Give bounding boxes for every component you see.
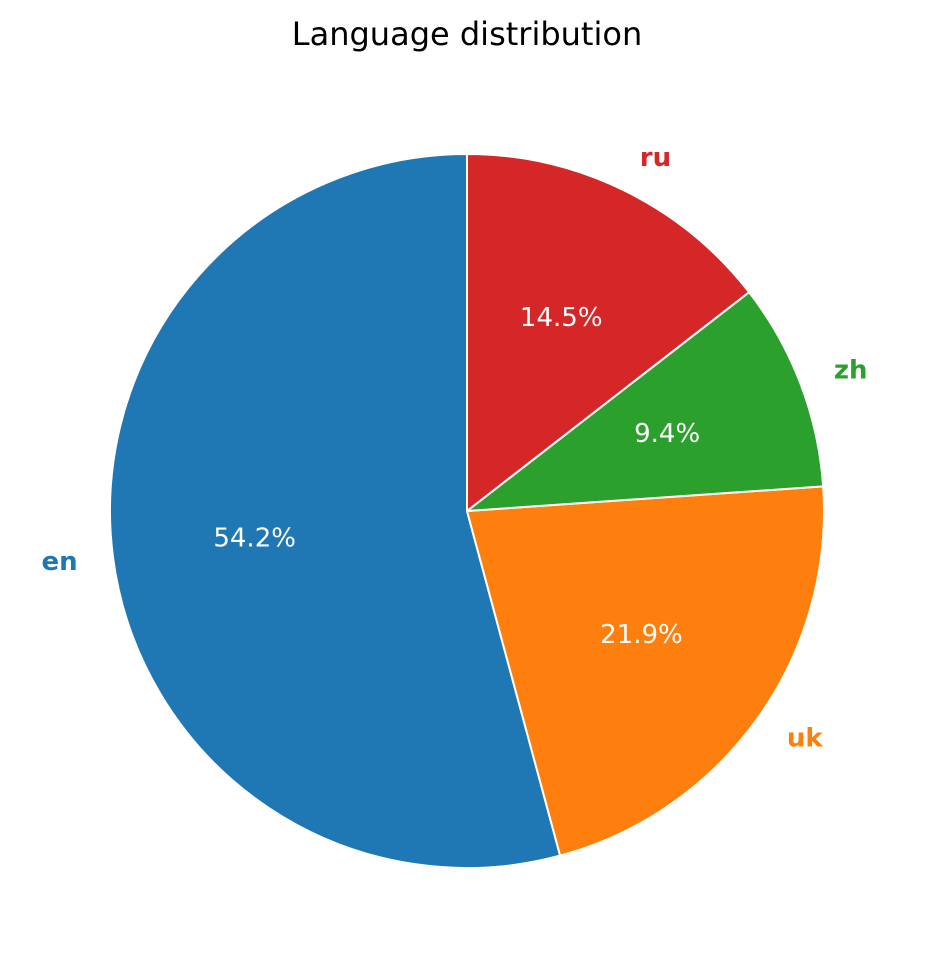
value-label: 21.9% bbox=[600, 620, 683, 650]
pie-slice bbox=[466, 291, 825, 512]
value-label: 9.4% bbox=[634, 419, 700, 449]
slice-label: uk bbox=[787, 723, 824, 753]
slice-label: en bbox=[42, 547, 78, 577]
pie-slice bbox=[108, 153, 562, 869]
slice-label: ru bbox=[640, 143, 671, 173]
pie-slice bbox=[466, 485, 825, 857]
value-label: 14.5% bbox=[520, 303, 603, 333]
slice-label: zh bbox=[834, 356, 868, 386]
pie-slice bbox=[466, 153, 751, 512]
value-label: 54.2% bbox=[213, 524, 296, 554]
chart-title: Language distribution bbox=[292, 15, 642, 53]
